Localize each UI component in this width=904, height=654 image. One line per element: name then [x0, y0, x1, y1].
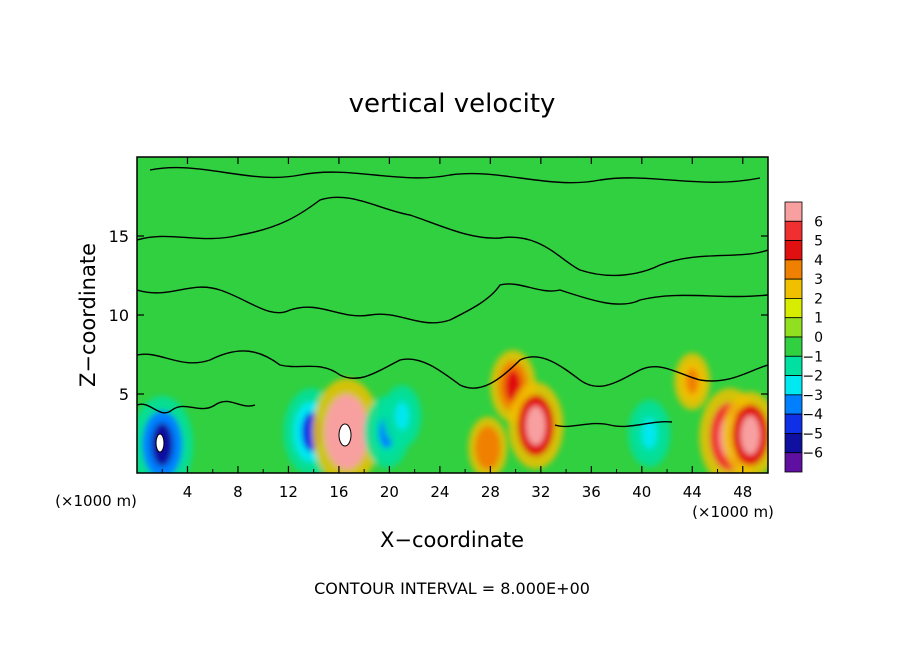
colorbar-swatch: [784, 317, 803, 338]
extreme-minimum-marker: [155, 433, 165, 453]
plot-area: [137, 157, 768, 473]
x-tick-label: 8: [233, 483, 243, 501]
colorbar-swatch: [784, 433, 803, 454]
x-tick-label: 24: [430, 483, 449, 501]
contour-line: [554, 421, 673, 428]
contour-line: [137, 196, 768, 277]
x-tick-label: 32: [531, 483, 550, 501]
colorbar-label: −4: [802, 407, 823, 423]
colorbar-swatch: [784, 413, 803, 434]
colorbar-label: 4: [814, 253, 823, 269]
x-tick-label: 40: [632, 483, 651, 501]
x-axis: 4 8 12 16 20 24 28 32 36 40 44 48: [161, 157, 752, 501]
extreme-maximum-marker: [338, 423, 352, 447]
velocity-cell-core: [641, 418, 657, 449]
y-tick-label: 5: [119, 385, 129, 404]
x-tick-label: 44: [683, 483, 702, 501]
x-unit-label-right: (×1000 m): [692, 503, 774, 521]
velocity-cell-core: [480, 433, 495, 462]
colorbar-swatch: [784, 336, 803, 357]
contour-lines: [137, 166, 768, 428]
x-unit-label-left: (×1000 m): [55, 492, 137, 510]
colorbar-swatch: [784, 201, 803, 222]
colorbar-label: 1: [814, 311, 823, 327]
x-tick-label: 16: [329, 483, 348, 501]
colorbar-swatch: [784, 240, 803, 261]
x-tick-label: 4: [183, 483, 193, 501]
x-tick-label: 12: [279, 483, 298, 501]
x-tick-label: 48: [733, 483, 752, 501]
colorbar-swatch: [784, 394, 803, 415]
x-tick-label: 36: [582, 483, 601, 501]
contour-line: [137, 283, 768, 324]
velocity-cell-core: [526, 406, 546, 446]
contour-line: [137, 350, 768, 389]
colorbar-swatch: [784, 278, 803, 299]
colorbar-swatch: [784, 259, 803, 280]
colorbar-label: 3: [814, 272, 823, 288]
x-tick-label: 20: [380, 483, 399, 501]
background-field: [137, 157, 768, 473]
x-tick-label: 28: [481, 483, 500, 501]
colorbar-swatch: [784, 220, 803, 241]
contour-line: [149, 166, 761, 184]
colorbar-label: −1: [802, 349, 823, 365]
colorbar-label: 0: [814, 330, 823, 346]
x-axis-label: X−coordinate: [380, 528, 524, 552]
colorbar-label: 2: [814, 291, 823, 307]
velocity-cell-core: [685, 368, 699, 395]
velocity-cell-core: [395, 402, 409, 431]
contour-interval-label: CONTOUR INTERVAL = 8.000E+00: [314, 579, 590, 598]
y-tick-label: 10: [109, 306, 129, 325]
colorbar-label: −5: [802, 426, 823, 442]
colorbar-label: 5: [814, 234, 823, 250]
contour-line: [137, 400, 256, 414]
colorbar-label: −2: [802, 369, 823, 385]
y-tick-label: 15: [109, 227, 129, 246]
y-axis: 5 10 15: [109, 227, 768, 404]
chart-title: vertical velocity: [349, 89, 556, 119]
colorbar: 6 5 4 3 2 1 0 −1 −2 −3 −4 −5 −6: [784, 201, 823, 473]
colorbar-swatch: [784, 355, 803, 376]
colorbar-label: −3: [802, 388, 823, 404]
velocity-cell-core: [740, 415, 760, 455]
colorbar-swatch: [784, 375, 803, 396]
colorbar-swatch: [784, 452, 803, 473]
colorbar-label: 6: [814, 214, 823, 230]
colorbar-swatch: [784, 298, 803, 319]
colorbar-label: −6: [802, 446, 823, 462]
y-axis-label: Z−coordinate: [76, 243, 100, 387]
